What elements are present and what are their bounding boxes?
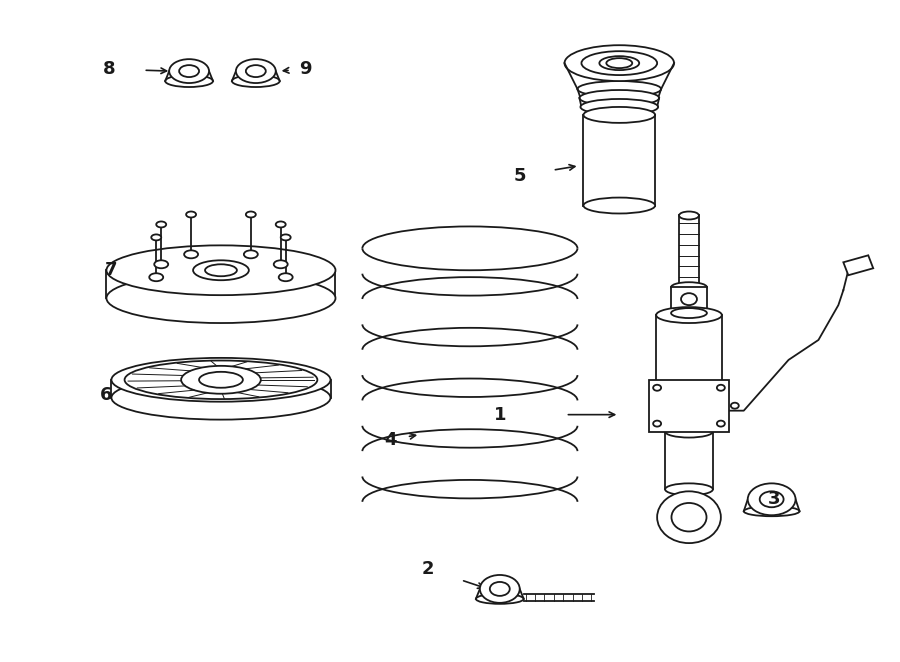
- Ellipse shape: [665, 483, 713, 495]
- Ellipse shape: [657, 491, 721, 543]
- Ellipse shape: [149, 273, 163, 281]
- Ellipse shape: [244, 250, 257, 258]
- Ellipse shape: [583, 107, 655, 123]
- Ellipse shape: [274, 260, 288, 268]
- Ellipse shape: [717, 420, 725, 426]
- Ellipse shape: [743, 506, 799, 516]
- Ellipse shape: [583, 197, 655, 214]
- Text: 1: 1: [493, 406, 506, 424]
- Polygon shape: [656, 315, 722, 390]
- Ellipse shape: [106, 273, 336, 323]
- Ellipse shape: [169, 59, 209, 83]
- Ellipse shape: [748, 483, 796, 515]
- Ellipse shape: [246, 211, 256, 218]
- Ellipse shape: [246, 65, 266, 77]
- Polygon shape: [665, 432, 713, 489]
- Ellipse shape: [186, 211, 196, 218]
- Ellipse shape: [205, 264, 237, 276]
- Ellipse shape: [731, 402, 739, 408]
- Text: 2: 2: [422, 560, 435, 578]
- Ellipse shape: [656, 382, 722, 398]
- Ellipse shape: [232, 75, 280, 87]
- Ellipse shape: [184, 250, 198, 258]
- Ellipse shape: [656, 307, 722, 323]
- Ellipse shape: [236, 59, 275, 83]
- Ellipse shape: [181, 366, 261, 394]
- Ellipse shape: [679, 211, 699, 220]
- Ellipse shape: [106, 246, 336, 295]
- Ellipse shape: [671, 282, 706, 292]
- Ellipse shape: [199, 372, 243, 388]
- Ellipse shape: [166, 75, 213, 87]
- Ellipse shape: [279, 273, 292, 281]
- Ellipse shape: [580, 90, 659, 106]
- Ellipse shape: [112, 376, 330, 420]
- Ellipse shape: [653, 420, 662, 426]
- Ellipse shape: [717, 385, 725, 391]
- Text: 5: 5: [514, 167, 526, 185]
- Ellipse shape: [480, 575, 519, 603]
- Ellipse shape: [578, 81, 662, 97]
- Ellipse shape: [151, 234, 161, 240]
- Ellipse shape: [580, 99, 658, 115]
- Text: 7: 7: [105, 261, 118, 279]
- Ellipse shape: [564, 45, 674, 81]
- Ellipse shape: [607, 58, 632, 68]
- Text: 3: 3: [768, 491, 780, 508]
- Ellipse shape: [179, 65, 199, 77]
- Text: 6: 6: [100, 386, 112, 404]
- Ellipse shape: [760, 491, 784, 507]
- Text: 8: 8: [104, 60, 116, 78]
- Polygon shape: [843, 256, 873, 275]
- Bar: [649, 380, 729, 432]
- Ellipse shape: [154, 260, 168, 268]
- Polygon shape: [679, 216, 699, 285]
- Ellipse shape: [476, 594, 524, 604]
- Ellipse shape: [681, 293, 697, 305]
- Ellipse shape: [490, 582, 509, 596]
- Ellipse shape: [671, 308, 706, 318]
- Ellipse shape: [112, 358, 330, 402]
- Text: 9: 9: [300, 60, 312, 78]
- Ellipse shape: [124, 361, 318, 399]
- Ellipse shape: [599, 56, 639, 70]
- Text: 4: 4: [384, 430, 397, 449]
- Ellipse shape: [671, 503, 706, 532]
- Ellipse shape: [653, 385, 662, 391]
- Ellipse shape: [581, 51, 657, 75]
- Ellipse shape: [275, 222, 285, 228]
- Polygon shape: [671, 287, 706, 313]
- Ellipse shape: [281, 234, 291, 240]
- Ellipse shape: [157, 222, 166, 228]
- Ellipse shape: [665, 426, 713, 438]
- Ellipse shape: [194, 260, 248, 280]
